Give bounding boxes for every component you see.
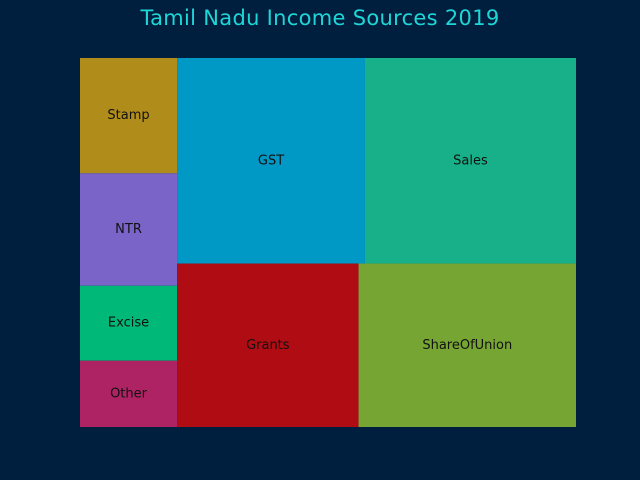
treemap-cell-ntr: NTR <box>80 173 178 286</box>
treemap-cell-grants: Grants <box>177 263 359 427</box>
treemap-label-ntr: NTR <box>115 222 142 237</box>
treemap-rect-gst <box>177 58 365 264</box>
treemap-label-shareofunion: ShareOfUnion <box>422 338 512 353</box>
chart-title: Tamil Nadu Income Sources 2019 <box>140 6 500 30</box>
treemap-label-excise: Excise <box>108 316 149 331</box>
treemap-rect-shareofunion <box>358 263 576 427</box>
treemap-cell-excise: Excise <box>80 285 178 361</box>
treemap-label-gst: GST <box>258 153 284 168</box>
treemap-cell-stamp: Stamp <box>80 58 178 174</box>
treemap-label-stamp: Stamp <box>107 108 149 123</box>
treemap-rect-ntr <box>80 173 178 286</box>
treemap-label-grants: Grants <box>246 338 290 353</box>
treemap-cell-gst: GST <box>177 58 365 264</box>
treemap-cell-other: Other <box>80 360 178 427</box>
treemap-rect-other <box>80 360 178 427</box>
treemap-rect-stamp <box>80 58 178 174</box>
treemap-cell-shareofunion: ShareOfUnion <box>358 263 576 427</box>
treemap-cell-sales: Sales <box>364 58 576 264</box>
treemap-label-sales: Sales <box>453 153 488 168</box>
treemap-rect-grants <box>177 263 359 427</box>
treemap-label-other: Other <box>110 386 148 401</box>
treemap-rect-sales <box>364 58 576 264</box>
treemap-rect-excise <box>80 285 178 361</box>
